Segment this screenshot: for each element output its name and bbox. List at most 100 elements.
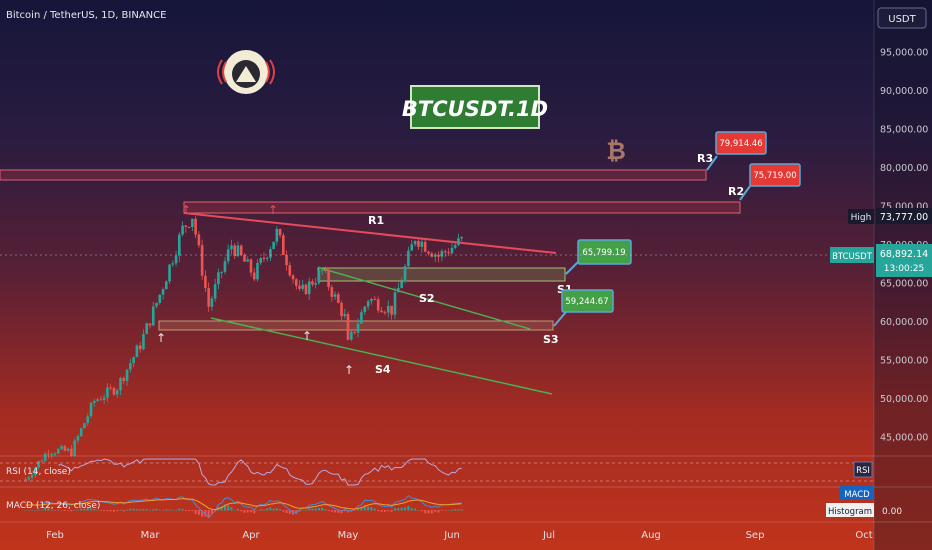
time-axis-ticks[interactable]: Feb Mar Apr May Jun Jul Aug Sep Oct: [46, 530, 873, 541]
r3-price-text: 79,914.46: [719, 139, 762, 149]
histogram-bar: [397, 508, 400, 511]
candle-body: [56, 449, 60, 454]
histogram-bar: [275, 508, 278, 511]
time-tick-label: Mar: [141, 530, 161, 541]
r3-zone[interactable]: [0, 169, 707, 181]
countdown-value: 13:00:25: [884, 264, 924, 274]
candle-body: [333, 294, 337, 297]
histogram-bar: [47, 508, 50, 511]
candle-body: [158, 294, 162, 303]
histogram-bar: [454, 509, 457, 511]
r3-label: R3: [697, 152, 713, 165]
histogram-bar: [410, 508, 413, 511]
histogram-bar: [119, 509, 122, 511]
histogram-bar: [31, 510, 34, 511]
histogram-bar: [373, 508, 376, 511]
s1-zone[interactable]: [317, 267, 566, 282]
histogram-bar: [380, 510, 383, 512]
histogram-bar: [223, 504, 226, 511]
candle-body: [294, 279, 298, 286]
r2-price-callout[interactable]: [749, 163, 801, 187]
macd-badge: [840, 486, 874, 500]
symbol-badge: [830, 247, 874, 263]
histogram-bar: [243, 510, 246, 513]
histogram-bar: [256, 510, 259, 511]
histogram-bar: [324, 509, 327, 511]
candle-body: [96, 399, 99, 401]
histogram-bar: [262, 509, 265, 511]
histogram-badge: [826, 503, 874, 517]
histogram-bar: [266, 508, 269, 511]
candle-body: [174, 255, 178, 264]
candle-body: [79, 428, 83, 437]
s3-zone[interactable]: [158, 320, 554, 331]
histogram-bar: [132, 508, 135, 511]
histogram-bar: [334, 510, 337, 513]
histogram-bar: [272, 508, 275, 511]
s1-price-text: 65,799.19: [582, 248, 625, 258]
histogram-bar: [430, 510, 433, 514]
candle-body: [330, 287, 334, 297]
histogram-bar: [327, 510, 330, 511]
s2-trendline[interactable]: [319, 267, 531, 330]
high-label-badge: [848, 209, 874, 224]
r1-trendline[interactable]: [183, 212, 557, 254]
candle-body: [246, 259, 250, 262]
histogram-bar: [155, 508, 158, 511]
candle-body: [269, 249, 272, 258]
high-label: High: [851, 213, 872, 223]
s3-callout-pointer: [553, 311, 567, 327]
candle-body: [73, 440, 76, 456]
histogram-bar: [321, 507, 324, 511]
candle-body: [447, 252, 450, 254]
candle-body: [282, 235, 285, 255]
signal-line: [25, 498, 462, 511]
candle-body: [239, 245, 243, 255]
candle-body: [393, 292, 397, 315]
histogram-bar: [99, 510, 102, 511]
rsi-badge: [853, 461, 873, 478]
histogram-bar: [367, 506, 370, 511]
histogram-bar: [34, 510, 37, 511]
histogram-bar: [414, 508, 417, 511]
histogram-bar: [353, 510, 356, 511]
histogram-bar: [122, 510, 125, 512]
candle-body: [148, 323, 152, 326]
candle-body: [433, 254, 437, 257]
histogram-bar: [83, 508, 86, 511]
histogram-bar: [434, 510, 437, 513]
candle-body: [386, 305, 390, 313]
r1-label: R1: [368, 214, 384, 227]
histogram-bar: [171, 509, 174, 511]
price-tick-label: 85,000.00: [880, 125, 928, 136]
r2-zone[interactable]: [183, 201, 741, 214]
histogram-bar: [103, 510, 106, 512]
candle-body: [220, 271, 223, 273]
s4-trendline[interactable]: [210, 317, 553, 395]
r3-price-callout[interactable]: [715, 131, 767, 155]
histogram-bar: [407, 505, 410, 511]
candle-body: [440, 251, 444, 257]
candle-body: [164, 281, 168, 290]
candle-body: [390, 305, 393, 315]
candle-body: [343, 314, 347, 317]
histogram-bar: [390, 510, 393, 512]
candle-body: [340, 302, 343, 317]
candle-body: [363, 306, 367, 313]
candle-body: [70, 448, 73, 456]
symbol-text: BTCUSDT: [832, 252, 873, 262]
candle-body: [327, 271, 330, 288]
histogram-bar: [178, 508, 181, 511]
s3-price-callout[interactable]: [561, 289, 614, 313]
histogram-bar: [175, 509, 178, 511]
candle-body: [86, 416, 90, 424]
candle-body: [119, 378, 122, 391]
histogram-bar: [400, 507, 403, 511]
histogram-bar: [142, 509, 145, 511]
histogram-bar: [363, 505, 366, 511]
currency-badge[interactable]: [877, 7, 927, 29]
s1-price-callout[interactable]: [577, 239, 632, 265]
candle-body: [184, 225, 188, 227]
candle-body: [423, 241, 427, 252]
